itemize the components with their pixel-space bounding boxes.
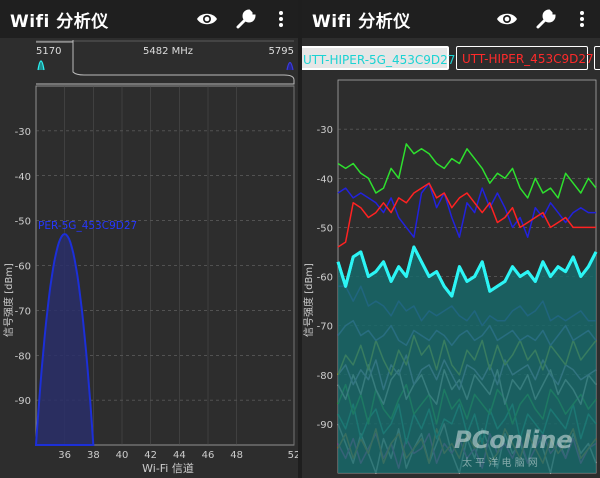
wrench-icon[interactable]: [533, 6, 559, 32]
y-tick-label: -50: [317, 223, 333, 234]
y-tick-labels: -30 -40 -50 -60 -70 -80 -90: [317, 125, 333, 431]
x-tick-label: 44: [173, 450, 186, 461]
y-tick-label: -90: [15, 396, 31, 407]
eye-icon[interactable]: [494, 6, 520, 32]
overview-freq-start: 5170: [36, 46, 61, 57]
y-tick-labels: -30 -40 -50 -60 -70 -80 -90: [15, 127, 31, 407]
x-tick-label: 46: [202, 450, 215, 461]
x-tick-labels: 36 38 40 42 44 46 48 52: [58, 450, 298, 461]
more-vert-icon[interactable]: [268, 6, 294, 32]
network-chip-24g[interactable]: UTT-HIPER_453C9D27: [456, 46, 594, 70]
eye-icon[interactable]: [194, 6, 220, 32]
frequency-overview[interactable]: 5170 5482 MHz 5795: [36, 40, 295, 85]
app-bar: Wifi 分析仪: [0, 0, 298, 38]
network-chip-5g[interactable]: UTT-HIPER-5G_453C9D27: [302, 46, 455, 70]
network-curves[interactable]: [34, 233, 95, 446]
y-tick-label: -60: [317, 273, 333, 284]
signal-line[interactable]: [337, 182, 596, 248]
signal-line-highlight[interactable]: [336, 245, 598, 298]
x-tick-label: 38: [87, 450, 100, 461]
y-axis-label: 信号强度 [dBm]: [302, 263, 315, 337]
y-tick-label: -50: [15, 217, 31, 228]
x-tick-label: 42: [144, 450, 157, 461]
overview-freq-end: 5795: [269, 46, 294, 57]
network-chip-more[interactable]: [594, 46, 600, 70]
y-tick-label: -60: [15, 262, 31, 273]
y-tick-label: -90: [317, 420, 333, 431]
x-axis-label: Wi-Fi 信道: [142, 461, 194, 475]
more-vert-icon[interactable]: [569, 6, 595, 32]
channel-graph-panel: Wifi 分析仪 5170 5482 MHz 5795: [0, 0, 298, 478]
y-tick-label: -40: [317, 174, 333, 185]
signal-line[interactable]: [337, 143, 597, 199]
y-tick-label: -40: [15, 172, 31, 183]
overview-freq-center: 5482 MHz: [143, 46, 193, 57]
app-title: Wifi 分析仪: [312, 12, 411, 32]
watermark-sub: 太 平 洋 电 脑 网: [462, 456, 538, 469]
network-curve[interactable]: [34, 233, 95, 446]
app-bar: Wifi 分析仪: [302, 0, 600, 38]
signal-lines[interactable]: [336, 143, 598, 474]
x-tick-label: 40: [116, 450, 129, 461]
y-tick-label: -70: [317, 322, 333, 333]
app-title: Wifi 分析仪: [10, 12, 109, 32]
y-axis-label: 信号强度 [dBm]: [2, 263, 15, 337]
y-tick-label: -30: [317, 125, 333, 136]
signal-area: [338, 247, 596, 473]
channel-graph: 5170 5482 MHz 5795 -30 -40 -50 -60 -70 -80 -90…: [2, 40, 298, 475]
y-tick-label: -80: [317, 371, 333, 382]
panel-divider: [298, 0, 302, 478]
signal-line[interactable]: [337, 182, 596, 238]
y-tick-label: -80: [15, 351, 31, 362]
time-graph: -30 -40 -50 -60 -70 -80 -90 信号强度 [dBm] PConlin…: [302, 79, 598, 474]
y-tick-label: -30: [15, 127, 31, 138]
y-tick-label: -70: [15, 306, 31, 317]
network-label: PER-5G_453C9D27: [38, 220, 137, 232]
watermark: PConline 太 平 洋 电 脑 网: [454, 426, 573, 469]
watermark-main: PConline: [454, 426, 573, 454]
x-tick-label: 52: [288, 450, 298, 461]
wrench-icon[interactable]: [233, 6, 259, 32]
x-tick-label: 36: [58, 450, 71, 461]
time-graph-panel: Wifi 分析仪 UTT-HIPER-5G_453C9D27 UTT-HIPER…: [302, 0, 600, 478]
x-tick-label: 48: [230, 450, 243, 461]
